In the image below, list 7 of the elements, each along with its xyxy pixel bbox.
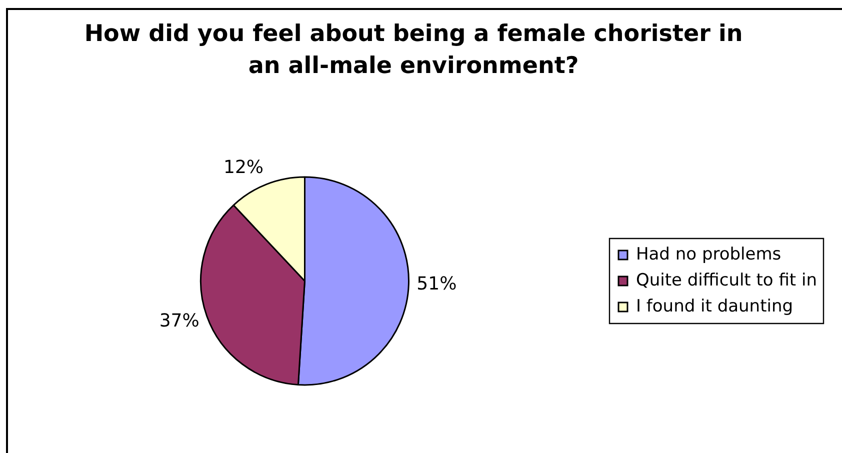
data-label: 51%: [416, 273, 457, 294]
data-label: 37%: [159, 310, 200, 332]
legend-label: I found it daunting: [636, 296, 794, 316]
legend-label: Had no problems: [636, 244, 782, 264]
chart-title: How did you feel about being a female chorister in an all-male environment?: [84, 20, 743, 79]
legend-label: Quite difficult to fit in: [636, 270, 817, 290]
data-label: 12%: [223, 157, 264, 178]
